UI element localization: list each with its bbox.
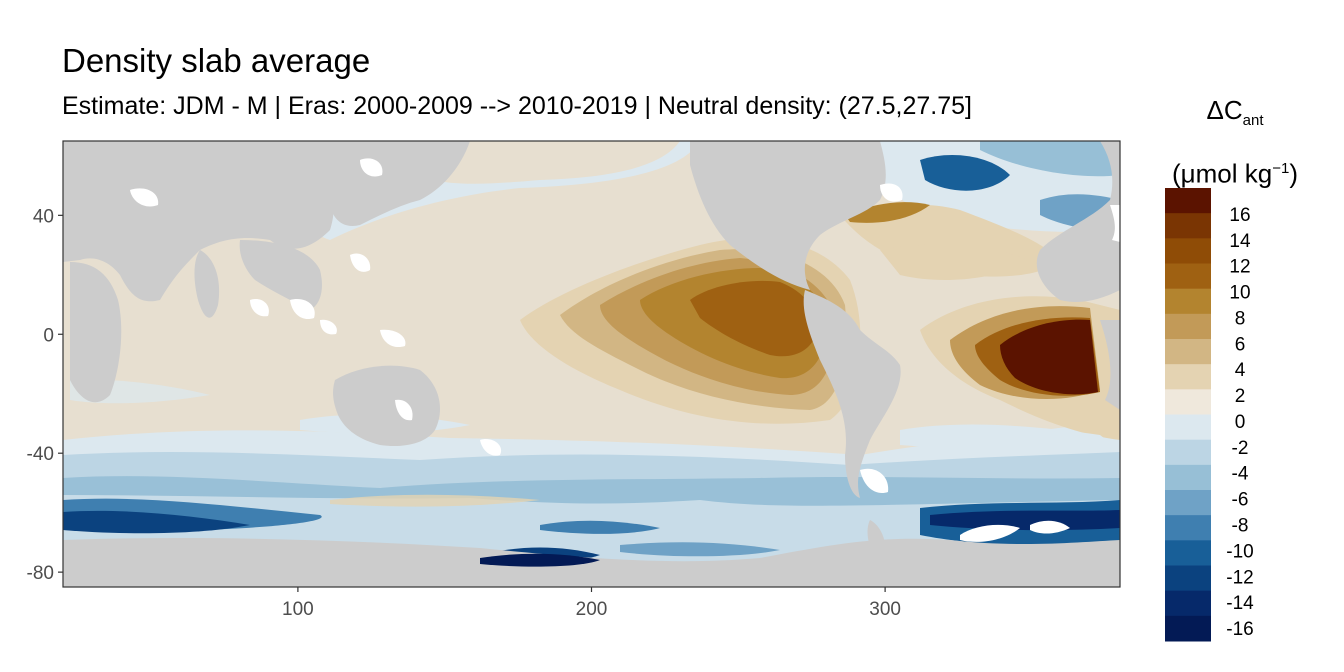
colorbar-swatch [1165,515,1211,541]
colorbar-swatch [1165,288,1211,315]
land-south-america [803,290,901,498]
colorbar-swatch [1165,540,1211,566]
colorbar-swatch [1165,364,1211,390]
colorbar-label: 4 [1235,360,1246,381]
colorbar-label: -2 [1232,438,1249,459]
colorbar-swatch [1165,490,1211,516]
y-tick-label: 40 [33,206,54,227]
land-antarctica [63,537,1120,587]
y-axis: 40 0 -40 -80 [27,206,63,584]
pacific-anomaly [520,238,861,424]
y-tick-label: -80 [27,563,54,584]
colorbar-swatch [1165,439,1211,466]
colorbar-label: -14 [1226,593,1254,614]
colorbar-swatch [1165,565,1211,592]
land-india [194,250,220,318]
colorbar: 16 14 12 10 8 6 4 2 0 -2 -4 -6 -8 -10 -12 -14 -16 [1165,188,1254,642]
legend-unit-exp: −1 [1272,160,1290,177]
colorbar-swatch [1165,615,1211,642]
plot-title: Density slab average [62,42,371,79]
colorbar-label: 10 [1229,283,1250,304]
colorbar-label: -8 [1232,516,1249,537]
colorbar-swatch [1165,263,1211,290]
colorbar-label: -10 [1226,541,1253,562]
legend-title: ΔCant (μmol kg−1) [1160,86,1310,198]
land-north-america [690,141,886,290]
colorbar-label: 16 [1229,205,1250,226]
colorbar-label: 14 [1229,231,1251,252]
land-southeast-asia [239,240,322,310]
atlantic-anomaly [840,202,1120,453]
colorbar-swatch [1165,213,1211,239]
land-east-asia [300,141,470,226]
colorbar-swatch [1165,389,1211,415]
ross-sea-anomaly [480,553,600,567]
land-antarctic-peninsula [867,520,886,560]
colorbar-label: 2 [1235,386,1246,407]
colorbar-swatch [1165,590,1211,617]
colorbar-label: 8 [1235,308,1246,329]
colorbar-swatch [1165,464,1211,491]
land-australia [333,365,440,447]
legend-symbol: ΔC [1206,95,1243,125]
x-tick-label: 100 [282,599,314,620]
land [63,141,1120,587]
colorbar-swatch [1165,238,1211,264]
x-axis: 100 200 300 [282,587,901,620]
plot-subtitle: Estimate: JDM - M | Eras: 2000-2009 --> … [62,92,972,120]
x-tick-label: 200 [576,599,608,620]
colorbar-label: -16 [1226,619,1253,640]
colorbar-label: -6 [1232,490,1249,511]
colorbar-swatch [1165,339,1211,365]
colorbar-swatch [1165,313,1211,340]
colorbar-label: 0 [1235,412,1246,433]
colorbar-label: 12 [1229,257,1250,278]
y-tick-label: 0 [43,325,54,346]
legend-unit-suffix: ) [1289,158,1298,189]
land-africa-west [1100,320,1120,410]
colorbar-swatch [1165,188,1211,214]
map-panel [63,141,1120,587]
land-africa-east [70,262,122,403]
colorbar-label: 6 [1235,334,1246,355]
x-tick-label: 300 [869,599,901,620]
colorbar-swatch [1165,414,1211,441]
legend-subscript: ant [1242,112,1264,129]
colorbar-label: -12 [1226,567,1253,588]
colorbar-label: -4 [1232,464,1249,485]
legend-unit-prefix: (μmol kg [1172,158,1273,189]
land-eurasia-west [63,141,334,302]
y-tick-label: -40 [27,444,54,465]
land-europe-africa [1036,141,1120,302]
missing-data [130,158,1120,542]
